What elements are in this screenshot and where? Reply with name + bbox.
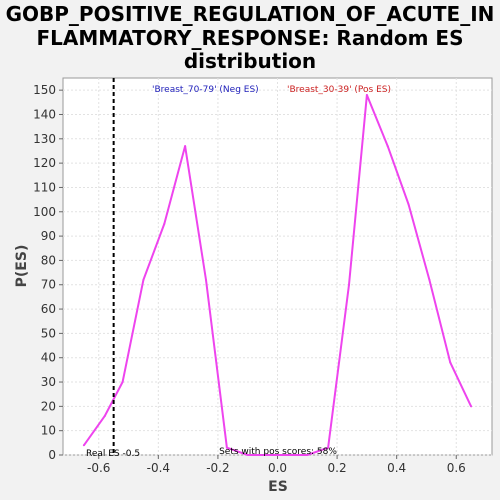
data-point [121,381,124,384]
series-layer [83,94,473,456]
series-line [83,94,473,456]
grid [63,78,492,456]
title-line-2: FLAMMATORY_RESPONSE: Random ES [36,26,463,50]
x-axis-label: ES [268,479,288,495]
y-axis-ticks: 0 10 20 30 40 50 60 70 80 90 100 110 120 130 140 150 [33,83,63,462]
x-tick-label: -0.4 [147,461,170,475]
data-point [82,444,85,447]
data-point [225,446,228,449]
data-point [407,203,410,206]
y-tick-label: 120 [33,156,56,170]
data-point [386,145,389,148]
x-axis-ticks: -0.6 -0.4 -0.2 0.0 0.2 0.4 0.6 [87,455,466,475]
title-line-3: distribution [184,49,316,73]
y-tick-label: 90 [41,229,56,243]
x-tick-label: 0.6 [447,461,466,475]
data-point [267,454,270,456]
y-tick-label: 10 [41,424,56,438]
y-tick-label: 140 [33,107,56,121]
data-point [246,454,249,456]
y-tick-label: 60 [41,302,56,316]
y-axis-label: P(ES) [14,245,30,288]
y-tick-label: 20 [41,399,56,413]
title-line-1: GOBP_POSITIVE_REGULATION_OF_ACUTE_IN [6,2,495,26]
data-point [103,415,106,418]
data-point [348,283,350,286]
data-point [306,454,309,456]
data-point [285,454,288,456]
data-point [205,278,207,281]
y-tick-label: 0 [48,448,56,462]
x-tick-label: 0.2 [328,461,347,475]
y-tick-label: 30 [41,375,56,389]
data-point [428,278,431,281]
chart-title: GOBP_POSITIVE_REGULATION_OF_ACUTE_IN FLA… [6,2,495,73]
y-tick-label: 110 [33,180,56,194]
y-tick-label: 100 [33,205,56,219]
data-point [327,446,330,449]
x-tick-label: 0.0 [268,461,287,475]
x-tick-label: -0.6 [87,461,110,475]
data-point [142,278,145,281]
x-tick-label: 0.4 [387,461,406,475]
y-tick-label: 70 [41,278,56,292]
y-tick-label: 150 [33,83,56,97]
data-point [470,405,473,408]
y-tick-label: 50 [41,326,56,340]
pos-scores-note: Sets with pos scores: 58% [219,447,337,457]
x-tick-label: -0.2 [206,461,229,475]
y-tick-label: 40 [41,351,56,365]
real-es-label: Real ES -0.5 [86,449,140,459]
legend-pos: 'Breast_30-39' (Pos ES) [287,85,391,95]
data-point [163,222,166,225]
data-point [365,94,368,97]
series-points [82,94,473,456]
y-tick-label: 80 [41,253,56,267]
legend-neg: 'Breast_70-79' (Neg ES) [152,85,259,95]
data-point [184,145,187,148]
y-tick-label: 130 [33,132,56,146]
data-point [449,361,452,364]
